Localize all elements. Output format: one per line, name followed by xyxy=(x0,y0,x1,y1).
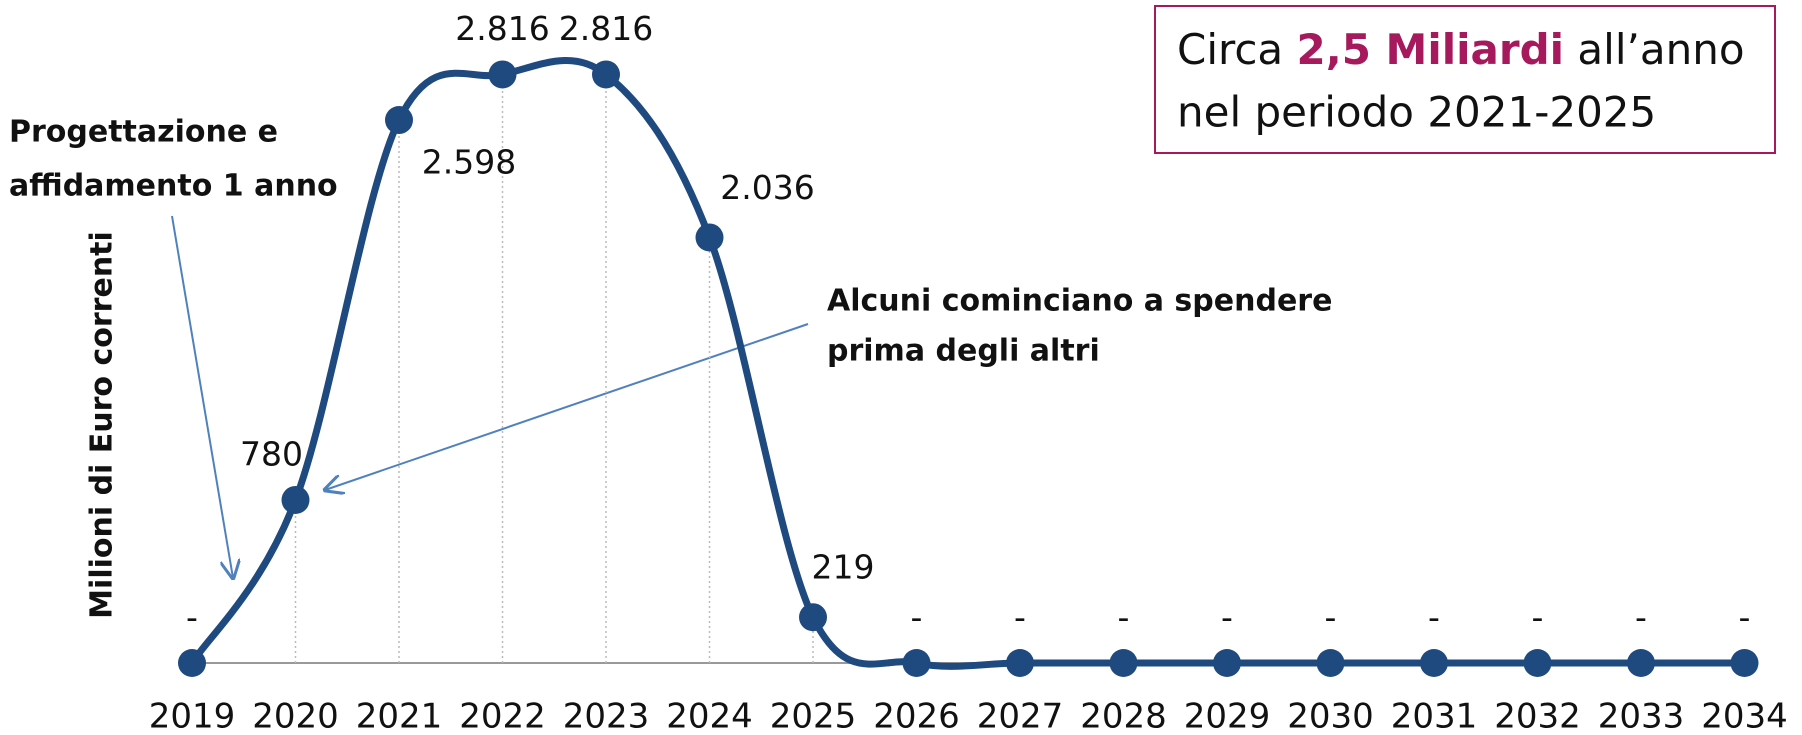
x-tick-label: 2023 xyxy=(563,697,650,735)
x-tick-label: 2019 xyxy=(149,697,236,735)
point xyxy=(385,106,413,135)
arrow xyxy=(325,323,809,490)
point xyxy=(281,485,310,514)
x-tick-label: 2031 xyxy=(1391,697,1478,735)
point xyxy=(799,603,827,632)
data-label: 2.598 xyxy=(422,143,516,182)
point xyxy=(902,649,931,677)
data-label: 2.816 xyxy=(559,9,653,48)
point xyxy=(1213,649,1241,677)
point xyxy=(1420,649,1448,677)
point xyxy=(1627,649,1655,677)
point xyxy=(488,60,517,89)
x-tick-label: 2032 xyxy=(1494,697,1581,735)
point xyxy=(1316,649,1345,677)
data-label: - xyxy=(1635,598,1647,637)
point xyxy=(1730,649,1759,677)
point xyxy=(1523,649,1552,677)
callout-highlight: 2,5 Miliardi xyxy=(1297,25,1565,74)
x-tick-label: 2027 xyxy=(977,697,1064,735)
x-tick-label: 2024 xyxy=(666,697,753,735)
point xyxy=(1109,649,1138,677)
callout-part: all’anno xyxy=(1564,25,1744,74)
x-tick-label: 2022 xyxy=(459,697,546,735)
point xyxy=(695,223,724,252)
y-axis-title: Milioni di Euro correnti xyxy=(85,231,120,619)
annotation: affidamento 1 anno xyxy=(9,169,338,204)
x-tick-label: 2034 xyxy=(1701,697,1788,735)
point xyxy=(178,649,206,677)
data-label: - xyxy=(186,598,198,637)
data-label: - xyxy=(1221,598,1233,637)
annotation: Progettazione e xyxy=(9,115,278,150)
data-label: - xyxy=(1739,598,1751,637)
point xyxy=(1006,649,1034,677)
data-label: - xyxy=(1532,598,1544,637)
x-tick-label: 2028 xyxy=(1080,697,1167,735)
callout-text: Circa 2,5 Miliardi all’anno xyxy=(1177,25,1745,74)
data-label: - xyxy=(911,598,923,637)
point xyxy=(592,60,620,89)
x-tick-label: 2021 xyxy=(356,697,443,735)
callout-text: nel periodo 2021-2025 xyxy=(1177,88,1656,137)
data-label: - xyxy=(1014,598,1026,637)
annotation: Alcuni cominciano a spendere xyxy=(827,284,1332,319)
data-label: 219 xyxy=(812,548,875,587)
data-label: - xyxy=(1118,598,1130,637)
x-tick-label: 2020 xyxy=(252,697,339,735)
x-tick-label: 2033 xyxy=(1598,697,1685,735)
annotation: prima degli altri xyxy=(827,334,1100,369)
data-label: 2.036 xyxy=(720,168,814,207)
x-tick-label: 2030 xyxy=(1287,697,1374,735)
callout-part: Circa xyxy=(1177,25,1297,74)
data-label: 780 xyxy=(240,434,303,473)
data-label: - xyxy=(1428,598,1440,637)
x-tick-label: 2025 xyxy=(770,697,857,735)
arrow xyxy=(171,215,233,578)
data-label: - xyxy=(1325,598,1337,637)
callout-box xyxy=(1154,5,1776,154)
x-tick-label: 2029 xyxy=(1184,697,1271,735)
x-tick-label: 2026 xyxy=(873,697,960,735)
data-label: 2.816 xyxy=(455,9,549,48)
